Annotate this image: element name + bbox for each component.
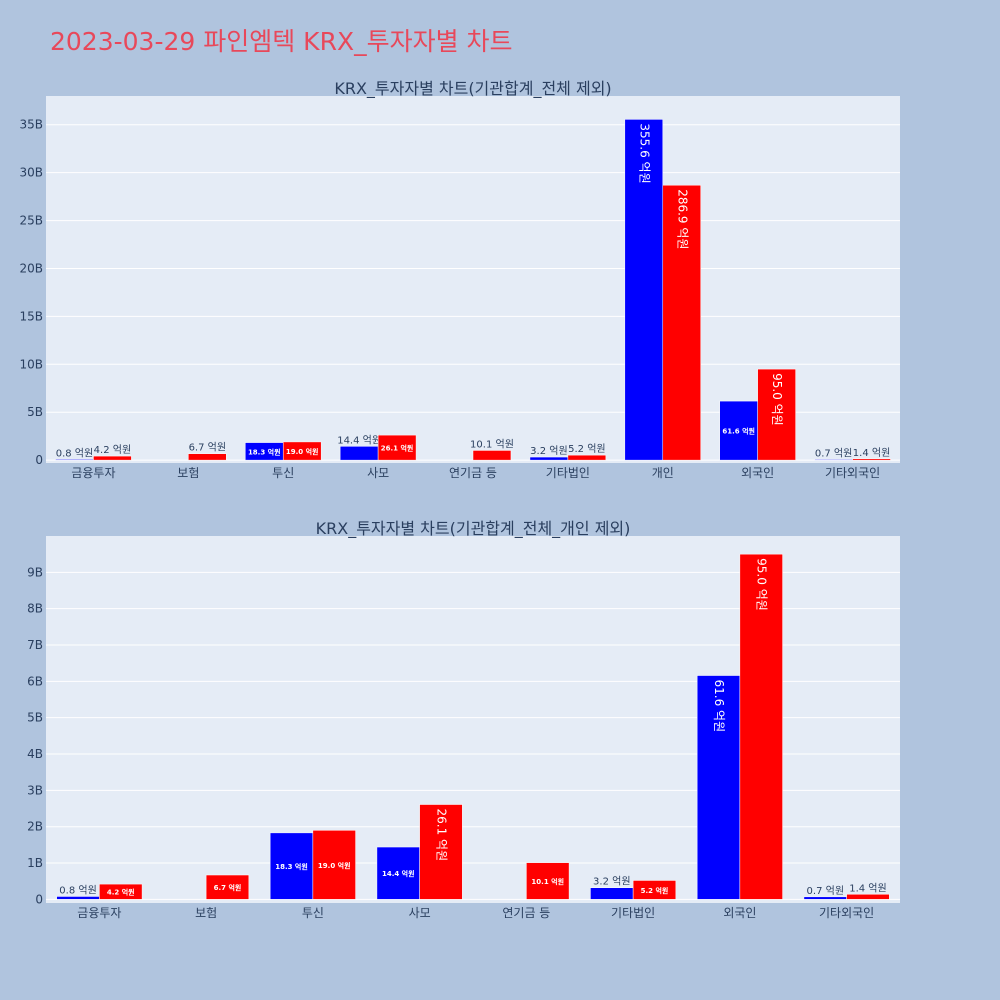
bar	[846, 894, 890, 900]
bar	[757, 368, 796, 461]
bar	[339, 446, 379, 461]
x-tick-label: 사모	[367, 466, 389, 480]
bar	[662, 184, 701, 461]
y-tick-label: 5B	[27, 405, 43, 419]
data-label: 18.3 억원	[275, 862, 308, 871]
data-label: 3.2 억원	[530, 445, 567, 457]
y-tick-label: 4B	[27, 747, 43, 761]
data-label: 355.6 억원	[637, 123, 651, 183]
y-tick-label: 1B	[27, 856, 43, 870]
bar	[624, 119, 664, 461]
x-tick-label: 기타법인	[611, 906, 655, 920]
data-label: 10.1 억원	[470, 438, 514, 450]
data-label: 19.0 억원	[286, 447, 319, 456]
data-label: 3.2 억원	[593, 876, 630, 888]
x-tick-label: 금융투자	[71, 466, 115, 480]
bar	[632, 880, 677, 900]
y-tick-label: 35B	[19, 118, 43, 132]
data-label: 4.2 억원	[94, 444, 131, 456]
bar	[590, 887, 634, 900]
y-tick-label: 6B	[27, 674, 43, 688]
y-tick-label: 2B	[27, 820, 43, 834]
chart-bottom: KRX_투자자별 차트(기관합계_전체_개인 제외) 0 1B 2B 3B 4B 5B 6B 7…	[27, 519, 900, 920]
bar	[526, 862, 570, 900]
y-tick-label: 3B	[27, 783, 43, 797]
bar	[852, 458, 891, 461]
x-tick-label: 보험	[177, 466, 199, 480]
data-label: 1.4 억원	[849, 882, 886, 894]
bar	[55, 459, 94, 461]
x-tick-label: 외국인	[723, 906, 756, 920]
bar	[472, 450, 512, 461]
data-label: 286.9 억원	[675, 189, 689, 249]
bar	[803, 896, 847, 900]
data-label: 6.7 억원	[189, 442, 226, 454]
chart-title: KRX_투자자별 차트(기관합계_전체_개인 제외)	[316, 519, 631, 539]
bar	[376, 846, 420, 900]
y-tick-label: 25B	[19, 214, 43, 228]
y-tick-label: 0	[35, 892, 43, 906]
x-tick-label: 투신	[302, 906, 324, 920]
y-tick-label: 5B	[27, 711, 43, 725]
data-label: 0.7 억원	[807, 885, 844, 897]
bar	[529, 456, 569, 461]
data-label: 5.2 억원	[568, 443, 605, 455]
data-label: 61.6 억원	[712, 680, 726, 733]
y-tick-label: 15B	[19, 309, 43, 323]
x-tick-label: 연기금 등	[449, 466, 497, 480]
y-tick-label: 0	[35, 453, 43, 467]
data-label: 26.1 억원	[381, 444, 414, 453]
chart-title: KRX_투자자별 차트(기관합계_전체 제외)	[334, 79, 611, 99]
data-label: 19.0 억원	[318, 861, 351, 870]
bar	[739, 553, 783, 900]
data-label: 1.4 억원	[853, 447, 890, 459]
y-tick-label: 9B	[27, 565, 43, 579]
data-label: 14.4 억원	[337, 434, 381, 446]
data-label: 0.8 억원	[56, 447, 93, 459]
x-tick-label: 투신	[272, 466, 294, 480]
chart-top: KRX_투자자별 차트(기관합계_전체 제외) 0 5B 10B 15B 20B 25B 30…	[19, 79, 900, 480]
x-tick-label: 연기금 등	[502, 906, 550, 920]
data-label: 4.2 억원	[107, 888, 135, 897]
y-tick-label: 8B	[27, 602, 43, 616]
data-label: 95.0 억원	[770, 373, 784, 426]
x-tick-label: 기타외국인	[819, 906, 874, 920]
bar	[567, 454, 607, 461]
bar	[419, 804, 463, 900]
y-tick-label: 20B	[19, 261, 43, 275]
bar	[269, 832, 314, 900]
bar	[56, 896, 100, 900]
data-label: 18.3 억원	[248, 447, 281, 456]
data-label: 0.7 억원	[815, 447, 852, 459]
bar	[312, 830, 356, 900]
x-tick-label: 보험	[195, 906, 217, 920]
x-tick-label: 개인	[652, 466, 674, 480]
y-tick-label: 7B	[27, 638, 43, 652]
x-tick-label: 금융투자	[77, 906, 121, 920]
bar	[696, 675, 741, 900]
y-tick-label: 10B	[19, 357, 43, 371]
data-label: 10.1 억원	[531, 877, 564, 886]
data-label: 26.1 억원	[434, 809, 448, 862]
bar	[99, 883, 143, 900]
bar	[814, 459, 853, 461]
y-tick-label: 30B	[19, 166, 43, 180]
data-label: 95.0 억원	[755, 558, 769, 611]
x-tick-label: 외국인	[741, 466, 774, 480]
bar	[188, 453, 227, 461]
bar	[282, 441, 322, 461]
data-label: 6.7 억원	[214, 883, 242, 892]
bar	[377, 434, 417, 461]
data-label: 61.6 억원	[722, 427, 755, 436]
x-tick-label: 사모	[409, 906, 431, 920]
page-title: 2023-03-29 파인엠텍 KRX_투자자별 차트	[50, 27, 513, 56]
data-label: 14.4 억원	[382, 869, 415, 878]
x-tick-label: 기타법인	[546, 466, 590, 480]
data-label: 5.2 억원	[641, 886, 669, 895]
x-tick-label: 기타외국인	[825, 466, 880, 480]
bar	[205, 874, 250, 900]
data-label: 0.8 억원	[59, 884, 96, 896]
bar	[93, 455, 132, 461]
